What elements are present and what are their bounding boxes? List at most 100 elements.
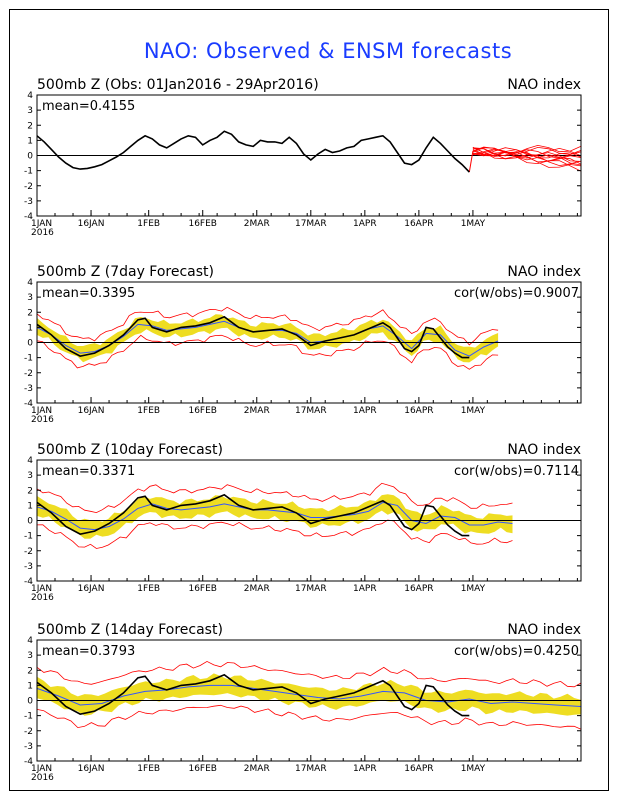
- member-line-11: [472, 149, 582, 166]
- xtick-label: 1MAY: [461, 219, 486, 229]
- xtick-label: 1MAY: [461, 764, 486, 774]
- panel-3: 500mb Z (14day Forecast) NAO index mean=0.…: [24, 622, 582, 783]
- observed-line: [36, 315, 470, 359]
- xtick-label: 1MAY: [461, 584, 486, 594]
- xtick-label: 16JAN: [78, 764, 105, 774]
- observed-line: [36, 493, 470, 537]
- ytick-label: 4: [27, 636, 33, 646]
- xtick-label: 2MAR: [244, 406, 270, 416]
- envelope-upper-line: [36, 660, 582, 688]
- ytick-label: -2: [24, 182, 33, 192]
- xtick-label: 16APR: [404, 584, 433, 594]
- mean-label: mean=0.3793: [42, 644, 135, 659]
- panels-group: 500mb Z (Obs: 01Jan2016 - 29Apr2016) NAO …: [24, 77, 582, 783]
- ytick-label: -1: [24, 712, 33, 722]
- observed-line: [36, 130, 470, 173]
- xtick-label: 16FEB: [188, 584, 217, 594]
- ytick-label: 3: [27, 106, 33, 116]
- xtick-label: 1JAN: [31, 219, 52, 229]
- xtick-label: 16JAN: [78, 584, 105, 594]
- figure-title: NAO: Observed & ENSM forecasts: [144, 39, 512, 63]
- xtick-label: 17MAR: [295, 764, 327, 774]
- figure-frame: [9, 9, 609, 791]
- ytick-label: 3: [27, 471, 33, 481]
- xtick-label: 1APR: [353, 584, 377, 594]
- xtick-label: 17MAR: [295, 219, 327, 229]
- xtick-label: 1FEB: [137, 764, 160, 774]
- panel-title: 500mb Z (Obs: 01Jan2016 - 29Apr2016): [37, 77, 319, 93]
- panel-1: 500mb Z (7day Forecast) NAO index mean=0.3…: [24, 264, 582, 425]
- xtick-label: 16FEB: [188, 764, 217, 774]
- xtick-label: 1APR: [353, 764, 377, 774]
- ytick-label: -1: [24, 167, 33, 177]
- xtick-label: 1FEB: [137, 219, 160, 229]
- ytick-label: 0: [27, 517, 33, 527]
- ytick-label: 2: [27, 308, 33, 318]
- envelope-lower-line: [36, 334, 499, 370]
- ytick-label: 3: [27, 293, 33, 303]
- xtick-label: 2016: [31, 773, 54, 783]
- envelope-upper-line: [36, 306, 499, 346]
- member-line-4: [472, 151, 582, 172]
- xtick-label: 1JAN: [31, 406, 52, 416]
- xtick-label: 16APR: [404, 406, 433, 416]
- ytick-label: -3: [24, 384, 33, 394]
- ytick-label: 0: [27, 152, 33, 162]
- panel-title: 500mb Z (14day Forecast): [37, 622, 223, 638]
- panel-2: 500mb Z (10day Forecast) NAO index mean=0.…: [24, 442, 582, 603]
- panel-title: 500mb Z (10day Forecast): [37, 442, 223, 458]
- xtick-label: 17MAR: [295, 584, 327, 594]
- xtick-label: 17MAR: [295, 406, 327, 416]
- ytick-label: 3: [27, 651, 33, 661]
- panel-title: 500mb Z (7day Forecast): [37, 264, 214, 280]
- ensemble-mean-line: [36, 501, 513, 531]
- xtick-label: 2MAR: [244, 584, 270, 594]
- panel-0: 500mb Z (Obs: 01Jan2016 - 29Apr2016) NAO …: [24, 77, 582, 238]
- xtick-label: 16JAN: [78, 219, 105, 229]
- spread-band: [37, 673, 581, 716]
- panel-right-title: NAO index: [507, 77, 581, 93]
- ytick-label: -4: [24, 212, 33, 222]
- ytick-label: -4: [24, 399, 33, 409]
- member-line-8: [472, 146, 582, 168]
- xtick-label: 2MAR: [244, 219, 270, 229]
- member-line-10: [472, 147, 582, 157]
- panel-right-title: NAO index: [507, 442, 581, 458]
- xtick-label: 2016: [31, 228, 54, 238]
- xtick-label: 1APR: [353, 406, 377, 416]
- ytick-label: 1: [27, 501, 33, 511]
- ytick-label: -2: [24, 727, 33, 737]
- xtick-label: 1APR: [353, 219, 377, 229]
- xtick-label: 1FEB: [137, 406, 160, 416]
- mean-label: mean=0.3395: [42, 286, 135, 301]
- ytick-label: 0: [27, 697, 33, 707]
- ensemble-mean-line: [36, 684, 582, 707]
- observed-line: [36, 673, 470, 717]
- ytick-label: 4: [27, 91, 33, 101]
- ytick-label: 4: [27, 456, 33, 466]
- xtick-label: 2016: [31, 593, 54, 603]
- spread-band: [37, 314, 499, 363]
- correlation-label: cor(w/obs)=0.4250: [454, 644, 579, 659]
- mean-label: mean=0.4155: [42, 99, 135, 114]
- ytick-label: 2: [27, 666, 33, 676]
- ytick-label: -3: [24, 562, 33, 572]
- ytick-label: -1: [24, 532, 33, 542]
- member-line-1: [472, 147, 582, 159]
- ytick-label: -3: [24, 197, 33, 207]
- ytick-label: -1: [24, 354, 33, 364]
- ytick-label: 2: [27, 486, 33, 496]
- ytick-label: -4: [24, 577, 33, 587]
- ytick-label: 4: [27, 278, 33, 288]
- envelope-upper-line: [36, 482, 513, 514]
- member-line-5: [472, 148, 582, 162]
- ytick-label: -4: [24, 757, 33, 767]
- panel-right-title: NAO index: [507, 622, 581, 638]
- ytick-label: -2: [24, 369, 33, 379]
- ytick-label: 1: [27, 681, 33, 691]
- correlation-label: cor(w/obs)=0.7114: [454, 464, 579, 479]
- ytick-label: 1: [27, 323, 33, 333]
- ytick-label: 0: [27, 339, 33, 349]
- xtick-label: 16APR: [404, 219, 433, 229]
